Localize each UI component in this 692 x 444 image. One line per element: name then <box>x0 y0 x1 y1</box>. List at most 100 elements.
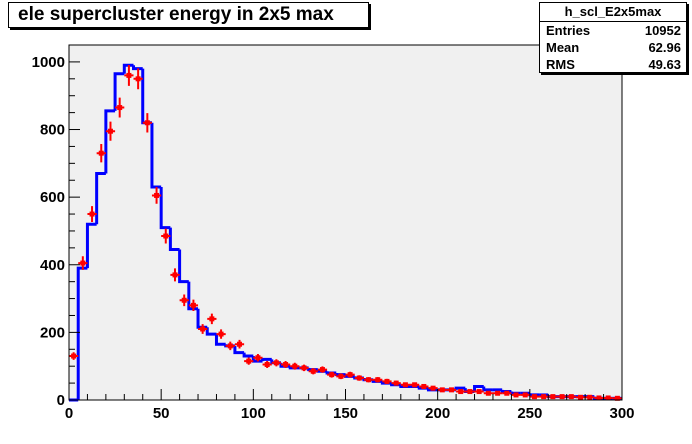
data-point-marker <box>237 341 243 347</box>
data-point-marker <box>181 297 187 303</box>
y-tick-label: 200 <box>40 324 65 341</box>
data-point-marker <box>338 373 344 379</box>
histogram-bin <box>482 386 493 392</box>
stats-box: h_scl_E2x5max Entries 10952 Mean 62.96 R… <box>539 2 687 73</box>
data-point-marker <box>190 302 196 308</box>
data-point-marker <box>126 72 132 78</box>
data-point-marker <box>200 326 206 332</box>
data-point-marker <box>209 316 215 322</box>
x-tick-label: 250 <box>517 405 542 422</box>
data-point-marker <box>448 387 454 393</box>
data-point-marker <box>614 395 620 401</box>
data-point-marker <box>255 355 261 361</box>
data-point-marker <box>412 382 418 388</box>
histogram-bin <box>76 266 88 400</box>
data-point-marker <box>541 394 547 400</box>
histogram-bin <box>113 72 125 111</box>
data-point-marker <box>89 211 95 217</box>
histogram-bin <box>187 281 199 311</box>
stats-label: RMS <box>546 57 575 72</box>
data-point-marker <box>80 260 86 266</box>
histogram-bin <box>159 187 171 230</box>
plot-title-text: ele supercluster energy in 2x5 max <box>18 4 334 25</box>
histogram-bin <box>132 65 143 71</box>
y-tick-label: 600 <box>40 189 65 206</box>
x-tick-label: 300 <box>609 405 634 422</box>
data-point-marker <box>384 378 390 384</box>
histogram-bin <box>168 227 180 252</box>
data-point-marker <box>246 358 252 364</box>
histogram-bin <box>150 122 162 189</box>
data-point-marker <box>596 395 602 401</box>
histogram-bin <box>122 63 134 74</box>
data-point-marker <box>319 367 325 373</box>
data-point-marker <box>218 331 224 337</box>
x-tick-label: 100 <box>241 405 266 422</box>
data-point-marker <box>366 377 372 383</box>
data-point-marker <box>402 382 408 388</box>
x-tick-label: 50 <box>153 405 170 422</box>
data-point-marker <box>356 375 362 381</box>
data-point-marker <box>71 353 77 359</box>
data-point-marker <box>531 394 537 400</box>
data-point-marker <box>504 390 510 396</box>
data-point-marker <box>495 390 501 396</box>
x-tick-label: 0 <box>65 405 73 422</box>
y-tick-label: 0 <box>57 392 65 409</box>
data-point-marker <box>522 392 528 398</box>
data-point-marker <box>117 105 123 111</box>
histogram-bin <box>233 345 245 355</box>
data-point-marker <box>163 233 169 239</box>
data-point-marker <box>347 372 353 378</box>
data-point-marker <box>135 76 141 82</box>
data-point-marker <box>568 394 574 400</box>
histogram-bin <box>104 109 116 174</box>
data-point-marker <box>107 128 113 134</box>
data-point-marker <box>283 362 289 367</box>
data-point-marker <box>513 392 519 398</box>
data-point-marker <box>578 394 584 400</box>
data-point-marker <box>485 390 491 396</box>
data-point-marker <box>587 394 593 400</box>
data-point-marker <box>559 394 565 400</box>
data-point-marker <box>227 343 233 349</box>
data-point-marker <box>476 389 482 395</box>
data-point-marker <box>310 368 316 374</box>
data-point-marker <box>98 150 104 156</box>
histogram-bin <box>178 249 189 284</box>
stats-row-rms: RMS 49.63 <box>540 56 686 73</box>
data-point-marker <box>264 362 270 367</box>
histogram-bin <box>95 171 106 225</box>
stats-row-mean: Mean 62.96 <box>540 39 686 56</box>
data-point-marker <box>292 363 298 369</box>
data-point-marker <box>393 380 399 386</box>
data-point-marker <box>439 387 445 393</box>
y-tick-label: 400 <box>40 257 65 274</box>
data-point-marker <box>375 377 381 383</box>
data-point-marker <box>301 365 307 371</box>
stats-label: Mean <box>546 40 580 55</box>
histogram-bin <box>473 384 484 392</box>
data-point-marker <box>273 360 279 366</box>
data-point-marker <box>430 385 436 391</box>
x-tick-label: 150 <box>333 405 358 422</box>
stats-label: Entries <box>546 23 591 38</box>
data-point-marker <box>550 394 556 400</box>
data-point-marker <box>421 383 427 389</box>
x-tick-label: 200 <box>425 405 450 422</box>
data-point-marker <box>458 389 464 395</box>
data-point-marker <box>605 395 611 401</box>
histogram-bin <box>261 357 272 362</box>
data-point-marker <box>467 389 473 395</box>
data-points-series <box>69 64 622 401</box>
histogram-bin <box>242 352 254 358</box>
stats-row-entries: Entries 10952 <box>540 22 686 39</box>
data-point-marker <box>144 120 150 126</box>
y-tick-label: 800 <box>40 122 65 139</box>
stats-histogram-name: h_scl_E2x5max <box>540 3 686 22</box>
stats-value: 62.96 <box>648 40 681 55</box>
plot-title: ele supercluster energy in 2x5 max <box>8 2 369 28</box>
data-point-marker <box>154 192 160 198</box>
data-point-marker <box>329 372 335 378</box>
